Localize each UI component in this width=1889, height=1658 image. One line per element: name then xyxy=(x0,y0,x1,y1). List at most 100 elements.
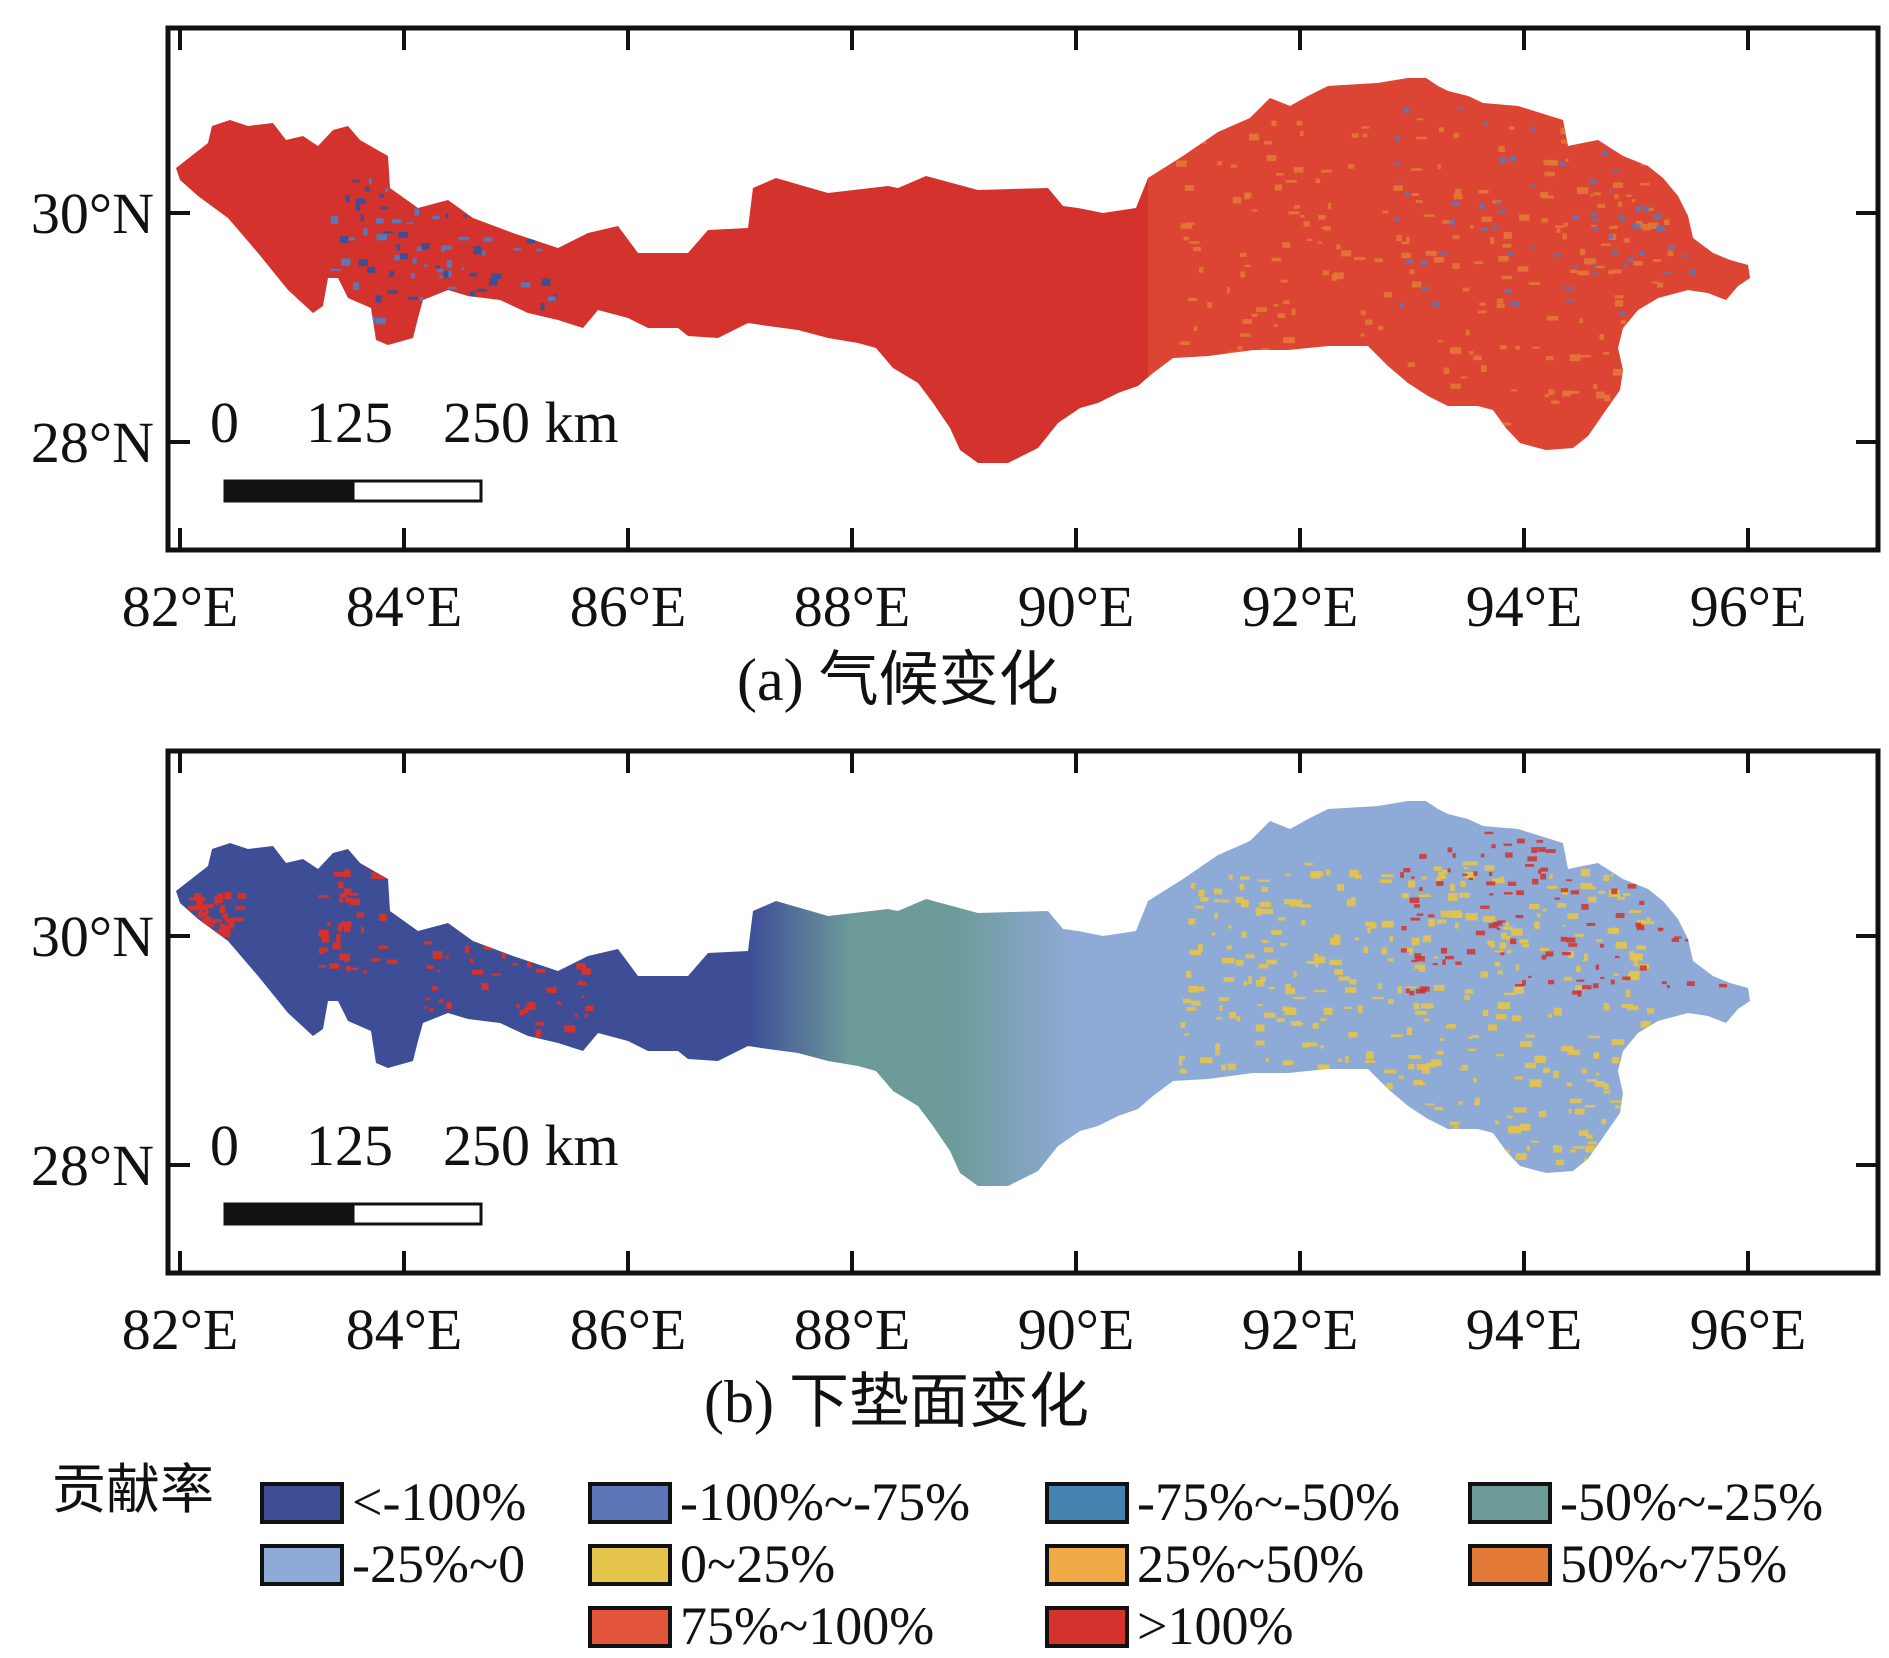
raster-patch xyxy=(1593,192,1601,196)
raster-patch xyxy=(1438,871,1445,880)
raster-patch xyxy=(1299,130,1304,136)
raster-patch xyxy=(1481,227,1489,231)
raster-patch xyxy=(1410,168,1423,171)
raster-patch xyxy=(389,270,395,277)
raster-patch xyxy=(436,970,441,973)
raster-patch xyxy=(1537,847,1546,852)
raster-patch xyxy=(1620,319,1626,324)
raster-patch xyxy=(1201,137,1207,144)
raster-patch xyxy=(1519,939,1529,944)
raster-patch xyxy=(1197,944,1203,952)
raster-patch xyxy=(330,216,339,224)
raster-patch xyxy=(1559,162,1566,167)
raster-patch xyxy=(214,919,222,923)
x-tick-label: 96°E xyxy=(1690,1297,1807,1362)
raster-patch xyxy=(1585,1105,1596,1108)
raster-patch xyxy=(1398,178,1402,182)
raster-patch xyxy=(222,913,229,919)
raster-patch xyxy=(1540,191,1549,198)
raster-patch xyxy=(1531,847,1538,853)
raster-patch xyxy=(1293,204,1300,209)
raster-patch xyxy=(416,246,422,252)
raster-patch xyxy=(1665,106,1672,111)
raster-patch xyxy=(1530,246,1535,249)
raster-patch xyxy=(1478,190,1489,194)
raster-patch xyxy=(435,265,440,269)
raster-patch xyxy=(1473,355,1482,361)
raster-patch xyxy=(1409,392,1415,399)
raster-patch xyxy=(1586,922,1596,926)
raster-patch xyxy=(1379,394,1390,401)
raster-patch xyxy=(1306,238,1313,242)
raster-patch xyxy=(448,286,457,290)
raster-patch xyxy=(1513,986,1524,994)
raster-patch xyxy=(1427,914,1435,918)
raster-patch xyxy=(1283,300,1290,305)
raster-patch xyxy=(1420,1003,1434,1009)
raster-patch xyxy=(1226,1089,1231,1094)
raster-patch xyxy=(1608,189,1612,194)
raster-patch xyxy=(1279,942,1287,947)
raster-patch xyxy=(1393,185,1403,191)
raster-patch xyxy=(1245,954,1255,959)
raster-patch xyxy=(465,945,470,954)
raster-patch xyxy=(381,865,387,869)
raster-patch xyxy=(205,916,211,922)
raster-patch xyxy=(1315,1127,1320,1132)
raster-patch xyxy=(421,243,430,250)
raster-patch xyxy=(426,965,434,970)
raster-patch xyxy=(524,1006,529,1013)
raster-patch xyxy=(1365,1060,1376,1063)
raster-patch xyxy=(1595,130,1601,136)
raster-patch xyxy=(1605,1159,1618,1166)
raster-patch xyxy=(1442,959,1446,965)
raster-patch xyxy=(1488,871,1493,876)
raster-patch xyxy=(1695,892,1703,897)
raster-patch xyxy=(1567,950,1575,959)
raster-patch xyxy=(1240,271,1246,278)
raster-patch xyxy=(1255,1024,1265,1032)
raster-patch xyxy=(1251,313,1258,317)
scale-bar-a: 0 125 250 km xyxy=(210,390,619,503)
raster-patch xyxy=(1184,185,1194,191)
raster-patch xyxy=(1241,931,1247,938)
panel-b-frame xyxy=(165,748,1881,1276)
raster-patch xyxy=(351,967,359,971)
raster-patch xyxy=(1615,913,1625,919)
raster-patch xyxy=(1409,990,1415,996)
raster-patch xyxy=(1253,395,1266,403)
raster-patch xyxy=(1301,920,1306,926)
raster-patch xyxy=(458,236,470,241)
raster-patch xyxy=(1282,1006,1290,1012)
raster-patch xyxy=(1642,206,1649,212)
raster-patch xyxy=(1468,1036,1473,1039)
raster-patch xyxy=(1600,243,1611,246)
raster-patch xyxy=(1544,393,1549,398)
raster-patch xyxy=(1466,949,1476,955)
raster-patch xyxy=(462,214,468,218)
raster-patch xyxy=(469,272,478,277)
raster-patch xyxy=(1530,1140,1540,1143)
raster-patch xyxy=(1443,367,1450,374)
raster-patch xyxy=(1617,896,1625,900)
raster-patch xyxy=(321,936,330,943)
raster-patch xyxy=(1185,970,1192,979)
raster-patch xyxy=(1560,888,1569,893)
raster-patch xyxy=(1317,241,1323,244)
raster-patch xyxy=(489,278,498,286)
raster-patch xyxy=(201,897,206,901)
raster-patch xyxy=(1365,319,1373,325)
raster-patch xyxy=(337,882,344,889)
raster-patch xyxy=(1608,233,1614,240)
raster-patch xyxy=(199,924,206,933)
raster-patch xyxy=(1577,109,1582,113)
raster-patch xyxy=(1419,887,1423,891)
raster-patch xyxy=(1541,954,1547,960)
raster-patch xyxy=(1640,379,1649,382)
raster-patch xyxy=(393,903,403,907)
legend-swatch-n25_0 xyxy=(260,1544,344,1586)
scale-label-0: 0 xyxy=(210,1113,239,1178)
raster-patch xyxy=(1180,224,1193,229)
raster-patch xyxy=(1612,368,1625,376)
raster-patch xyxy=(332,942,341,950)
